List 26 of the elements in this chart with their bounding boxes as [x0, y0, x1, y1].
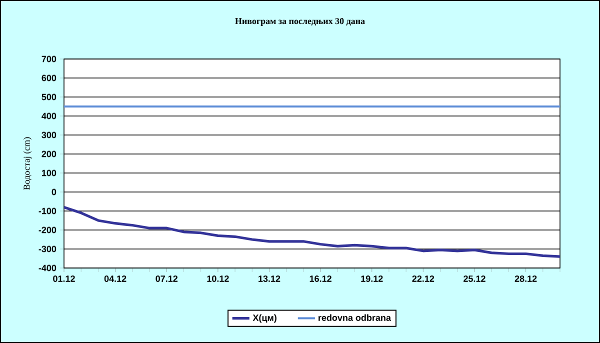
x-tick-label: 10.12 — [207, 276, 229, 282]
y-axis-title: Водостај (cm) — [23, 137, 32, 190]
x-tick-label: 28.12 — [514, 276, 537, 282]
y-tick-label: 600 — [42, 74, 56, 82]
y-tick-label: -400 — [38, 264, 56, 272]
legend-label: X(цм) — [252, 314, 276, 323]
x-tick-label: 13.12 — [258, 276, 280, 282]
x-tick-label: 04.12 — [104, 276, 126, 282]
y-tick-label: 700 — [42, 56, 56, 62]
x-tick-label: 25.12 — [464, 276, 486, 282]
y-tick-label: -200 — [38, 226, 56, 234]
y-tick-label: 500 — [42, 94, 56, 100]
y-tick-label: -100 — [38, 208, 56, 214]
y-tick-label: 300 — [42, 132, 56, 138]
y-tick-label: 200 — [42, 150, 56, 158]
x-tick-label: 19.12 — [361, 276, 383, 282]
y-tick-label: 0 — [52, 188, 56, 196]
y-tick-label: -300 — [38, 246, 56, 252]
legend-label: redovna odbrana — [318, 314, 392, 321]
x-tick-label: 22.12 — [412, 276, 434, 282]
x-tick-label: 01.12 — [53, 276, 75, 282]
y-tick-label: 400 — [42, 112, 56, 120]
x-tick-label: 16.12 — [310, 276, 332, 282]
chart-title: Нивограм за последњих 30 дана — [235, 18, 365, 26]
y-tick-label: 100 — [42, 170, 56, 176]
x-tick-label: 07.12 — [156, 276, 178, 282]
